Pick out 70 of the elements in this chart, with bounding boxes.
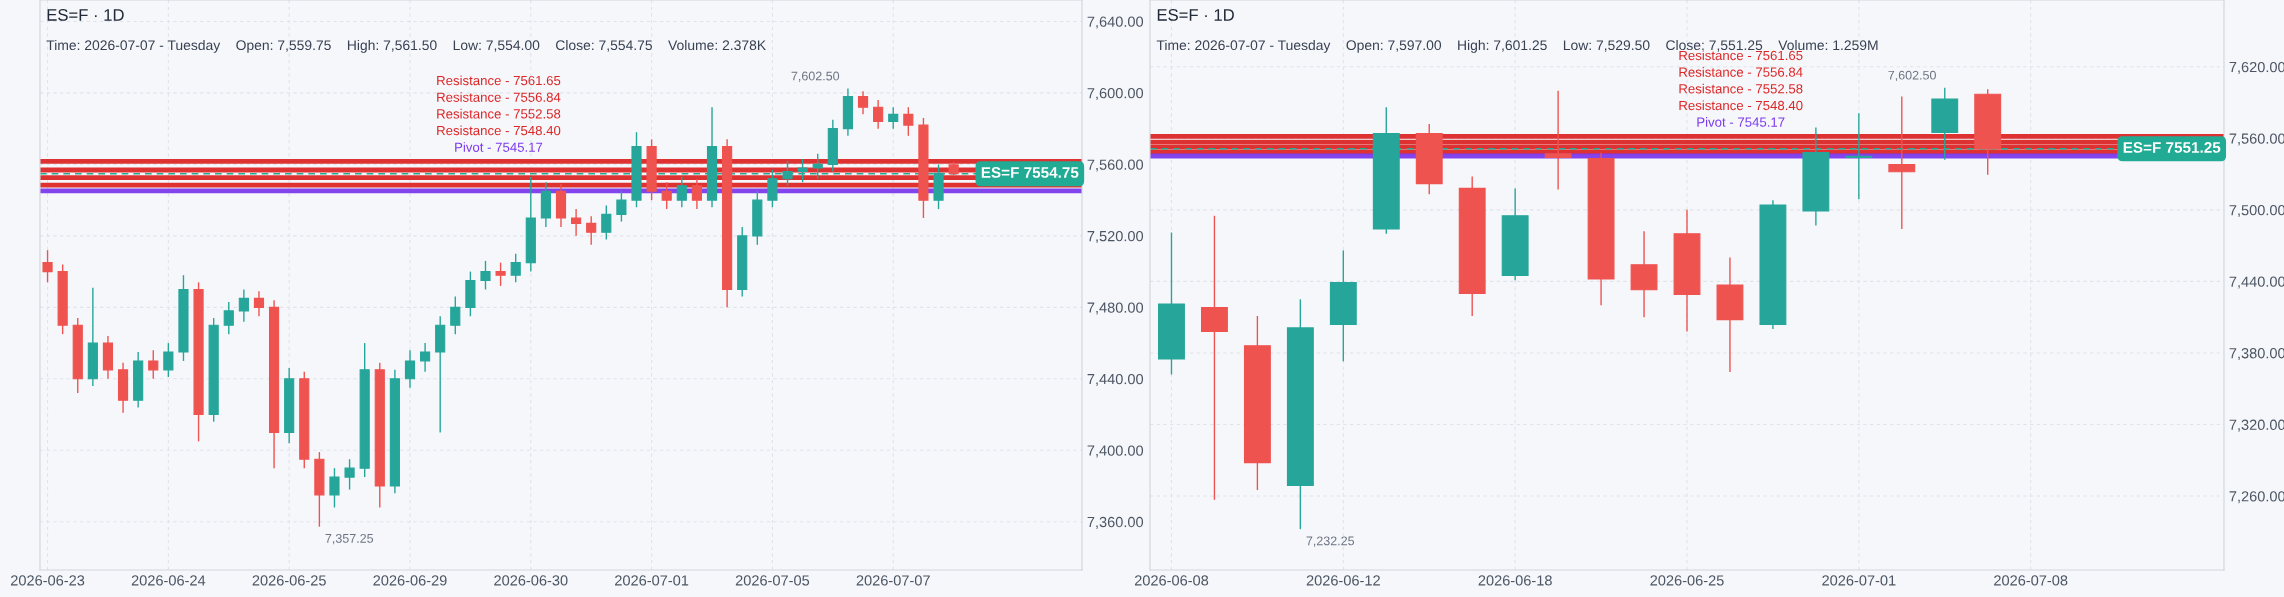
annotation: 7,232.25 [1306, 536, 1355, 547]
candlestick [404, 349, 416, 389]
y-tick-label: 7,640.00 [1087, 16, 1144, 29]
candlestick [888, 106, 899, 130]
annotation: 7,602.50 [1888, 70, 1936, 82]
candlestick [1888, 95, 1916, 230]
annotation: 7,602.50 [791, 71, 840, 82]
x-tick-label: 2026-06-08 [1134, 575, 1209, 586]
candlestick [903, 106, 914, 137]
candlestick [253, 290, 265, 317]
x-tick-label: 2026-07-08 [1994, 575, 2068, 586]
candlestick [480, 260, 491, 291]
y-tick-label: 7,520.00 [1087, 230, 1144, 244]
ref-line-label: Pivot - 7545.17 [1697, 117, 1785, 127]
chart-title: ES=F · 1D [1157, 8, 1234, 21]
candlestick [148, 349, 159, 380]
ref-line-label: Resistance - 7548.40 [437, 125, 561, 136]
x-tick-label: 2026-07-01 [1822, 575, 1896, 586]
y-tick-label: 7,480.00 [1087, 302, 1144, 315]
candlestick [1544, 89, 1572, 191]
x-tick-label: 2026-06-30 [494, 575, 568, 586]
candlestick [1200, 215, 1228, 501]
candlestick [767, 169, 778, 208]
y-tick-label: 7,400.00 [1087, 445, 1144, 458]
candlestick [163, 342, 174, 378]
candlestick [450, 295, 461, 335]
x-tick-label: 2026-06-29 [373, 575, 447, 586]
annotation: Time: 2026-07-07 - Tuesday Open: 7,559.75 High: 7,561.50 Low: 7,554.00 Close: 7,554.75 Volume: 2.378K [46, 39, 766, 53]
x-tick-label: 2026-06-18 [1478, 575, 1552, 586]
y-tick-label: 7,600.00 [1087, 88, 1144, 101]
x-tick-label: 2026-07-05 [735, 575, 810, 586]
candlestick [691, 177, 702, 210]
x-tick-label: 2026-06-24 [131, 575, 206, 586]
ref-line-label: Resistance - 7556.84 [1679, 67, 1803, 77]
candlestick [510, 253, 521, 284]
x-tick-label: 2026-06-25 [1650, 575, 1724, 586]
candlestick [676, 176, 687, 208]
y-tick-label: 7,360.00 [1087, 516, 1144, 529]
annotation: 7,357.25 [325, 533, 374, 545]
candlestick [420, 342, 431, 373]
candlestick [329, 467, 340, 509]
candlestick [42, 249, 53, 284]
ref-line-label: Resistance - 7548.40 [1679, 100, 1803, 111]
candlestick [495, 261, 506, 287]
ref-line-label: ES=F 7551.25 [2123, 142, 2221, 153]
candlestick [601, 204, 612, 241]
candlestick [661, 181, 672, 210]
candlestick [873, 99, 884, 130]
candlestick [571, 208, 582, 237]
candlestick [616, 190, 627, 223]
y-tick-label: 7,560.00 [1087, 159, 1144, 172]
x-tick-label: 2026-06-12 [1306, 575, 1380, 586]
ref-line-label: Resistance - 7561.65 [437, 75, 561, 86]
ref-line-label: Resistance - 7552.58 [1679, 83, 1803, 94]
ref-line-label: ES=F 7554.75 [981, 167, 1079, 178]
x-tick-label: 2026-06-25 [252, 575, 326, 586]
candlestick [344, 458, 355, 491]
candlestick [223, 301, 234, 335]
x-tick-label: 2026-07-01 [615, 575, 689, 586]
x-tick-label: 2026-06-23 [10, 575, 85, 586]
ref-line-label: Pivot - 7545.17 [455, 142, 543, 152]
ref-line-label: Resistance - 7556.84 [437, 92, 561, 102]
ref-line-label: Resistance - 7561.65 [1679, 50, 1803, 61]
y-tick-label: 7,440.00 [1087, 373, 1144, 386]
candlestick [586, 215, 597, 246]
ref-line-label: Resistance - 7552.58 [437, 108, 561, 119]
chart-title: ES=F · 1D [47, 8, 124, 21]
x-tick-label: 2026-07-07 [856, 575, 930, 586]
candlestick [857, 90, 869, 116]
candlestick [238, 288, 249, 323]
